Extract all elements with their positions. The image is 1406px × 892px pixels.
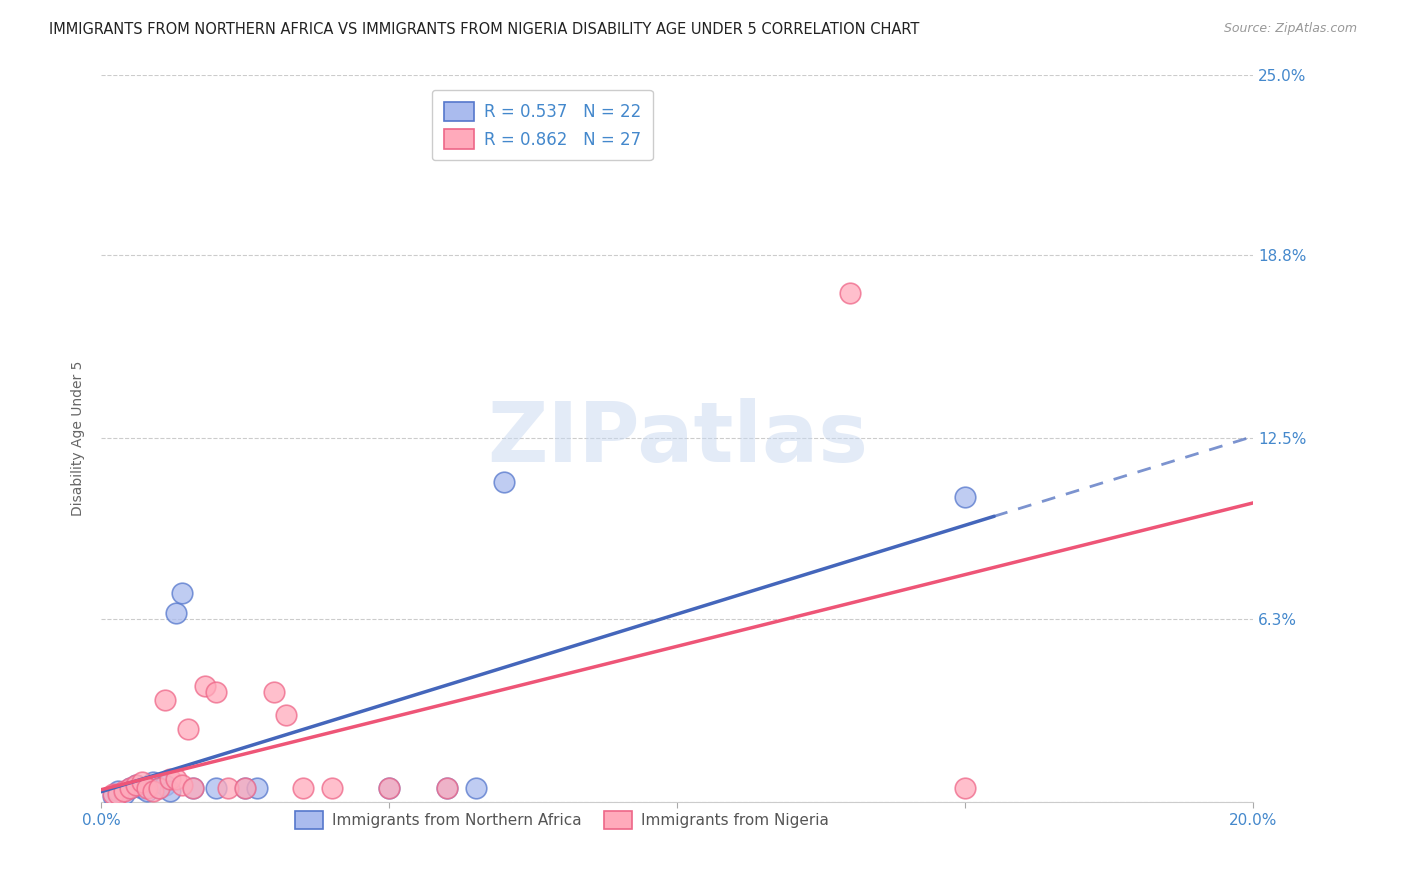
Point (955, 490, 977, 504)
Point (153, 778, 176, 792)
Point (378, 780, 401, 795)
Point (464, 780, 486, 795)
Point (136, 783, 159, 797)
Point (136, 780, 159, 795)
Point (205, 780, 228, 795)
Point (159, 783, 181, 797)
Point (183, 780, 205, 795)
Point (321, 780, 343, 795)
Point (494, 475, 516, 489)
Point (233, 780, 256, 795)
Point (183, 780, 205, 795)
Point (955, 780, 977, 795)
Text: Source: ZipAtlas.com: Source: ZipAtlas.com (1223, 22, 1357, 36)
Y-axis label: Disability Age Under 5: Disability Age Under 5 (72, 360, 86, 516)
Point (194, 679, 217, 693)
Point (263, 684, 285, 698)
Point (233, 780, 256, 795)
Point (101, 787, 124, 801)
Point (170, 778, 193, 792)
Point (148, 780, 170, 795)
Text: IMMIGRANTS FROM NORTHERN AFRICA VS IMMIGRANTS FROM NIGERIA DISABILITY AGE UNDER : IMMIGRANTS FROM NORTHERN AFRICA VS IMMIG… (49, 22, 920, 37)
Point (107, 783, 129, 797)
Point (125, 778, 148, 792)
Point (131, 780, 153, 795)
Point (436, 780, 458, 795)
Point (142, 783, 165, 797)
Point (205, 684, 228, 698)
Point (291, 780, 314, 795)
Point (217, 780, 239, 795)
Point (274, 707, 297, 722)
Point (159, 772, 181, 786)
Point (170, 585, 193, 599)
Point (165, 772, 187, 786)
Text: ZIPatlas: ZIPatlas (486, 398, 868, 479)
Point (101, 789, 124, 804)
Point (118, 780, 141, 795)
Point (246, 780, 269, 795)
Point (436, 780, 458, 795)
Point (148, 780, 170, 795)
Point (107, 787, 129, 801)
Point (153, 693, 176, 707)
Point (112, 783, 135, 797)
Point (378, 780, 401, 795)
Point (142, 775, 165, 789)
Point (131, 775, 153, 789)
Point (125, 778, 148, 792)
Legend: Immigrants from Northern Africa, Immigrants from Nigeria: Immigrants from Northern Africa, Immigra… (290, 805, 835, 835)
Point (118, 780, 141, 795)
Point (839, 285, 862, 300)
Point (112, 787, 135, 801)
Point (176, 723, 198, 737)
Point (165, 606, 187, 620)
